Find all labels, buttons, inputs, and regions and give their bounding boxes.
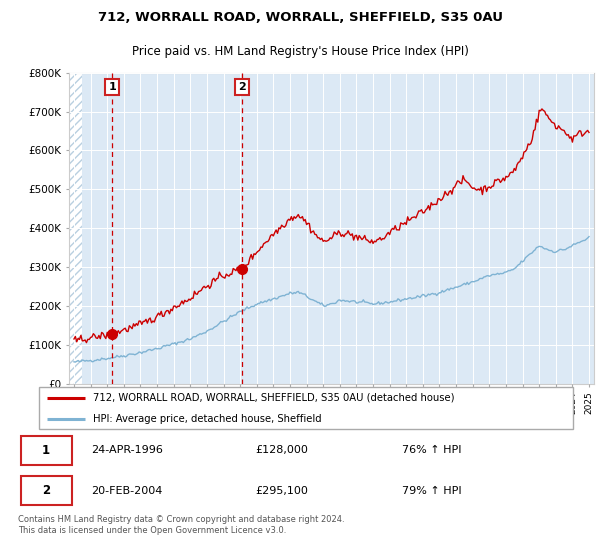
Text: 2: 2 (238, 82, 246, 92)
Text: Price paid vs. HM Land Registry's House Price Index (HPI): Price paid vs. HM Land Registry's House … (131, 45, 469, 58)
Bar (69, 73, 82, 384)
FancyBboxPatch shape (39, 387, 574, 430)
Text: 76% ↑ HPI: 76% ↑ HPI (401, 445, 461, 455)
FancyBboxPatch shape (21, 436, 71, 465)
FancyBboxPatch shape (21, 476, 71, 506)
Text: 712, WORRALL ROAD, WORRALL, SHEFFIELD, S35 0AU (detached house): 712, WORRALL ROAD, WORRALL, SHEFFIELD, S… (92, 393, 454, 403)
Text: £295,100: £295,100 (255, 486, 308, 496)
Text: 1: 1 (109, 82, 116, 92)
Text: £128,000: £128,000 (255, 445, 308, 455)
Text: 712, WORRALL ROAD, WORRALL, SHEFFIELD, S35 0AU: 712, WORRALL ROAD, WORRALL, SHEFFIELD, S… (97, 11, 503, 24)
Text: Contains HM Land Registry data © Crown copyright and database right 2024.
This d: Contains HM Land Registry data © Crown c… (18, 515, 344, 535)
Text: 2: 2 (42, 484, 50, 497)
Text: 20-FEB-2004: 20-FEB-2004 (91, 486, 163, 496)
Text: 1: 1 (42, 444, 50, 457)
Text: HPI: Average price, detached house, Sheffield: HPI: Average price, detached house, Shef… (92, 414, 322, 424)
Text: 79% ↑ HPI: 79% ↑ HPI (401, 486, 461, 496)
Text: 24-APR-1996: 24-APR-1996 (91, 445, 163, 455)
